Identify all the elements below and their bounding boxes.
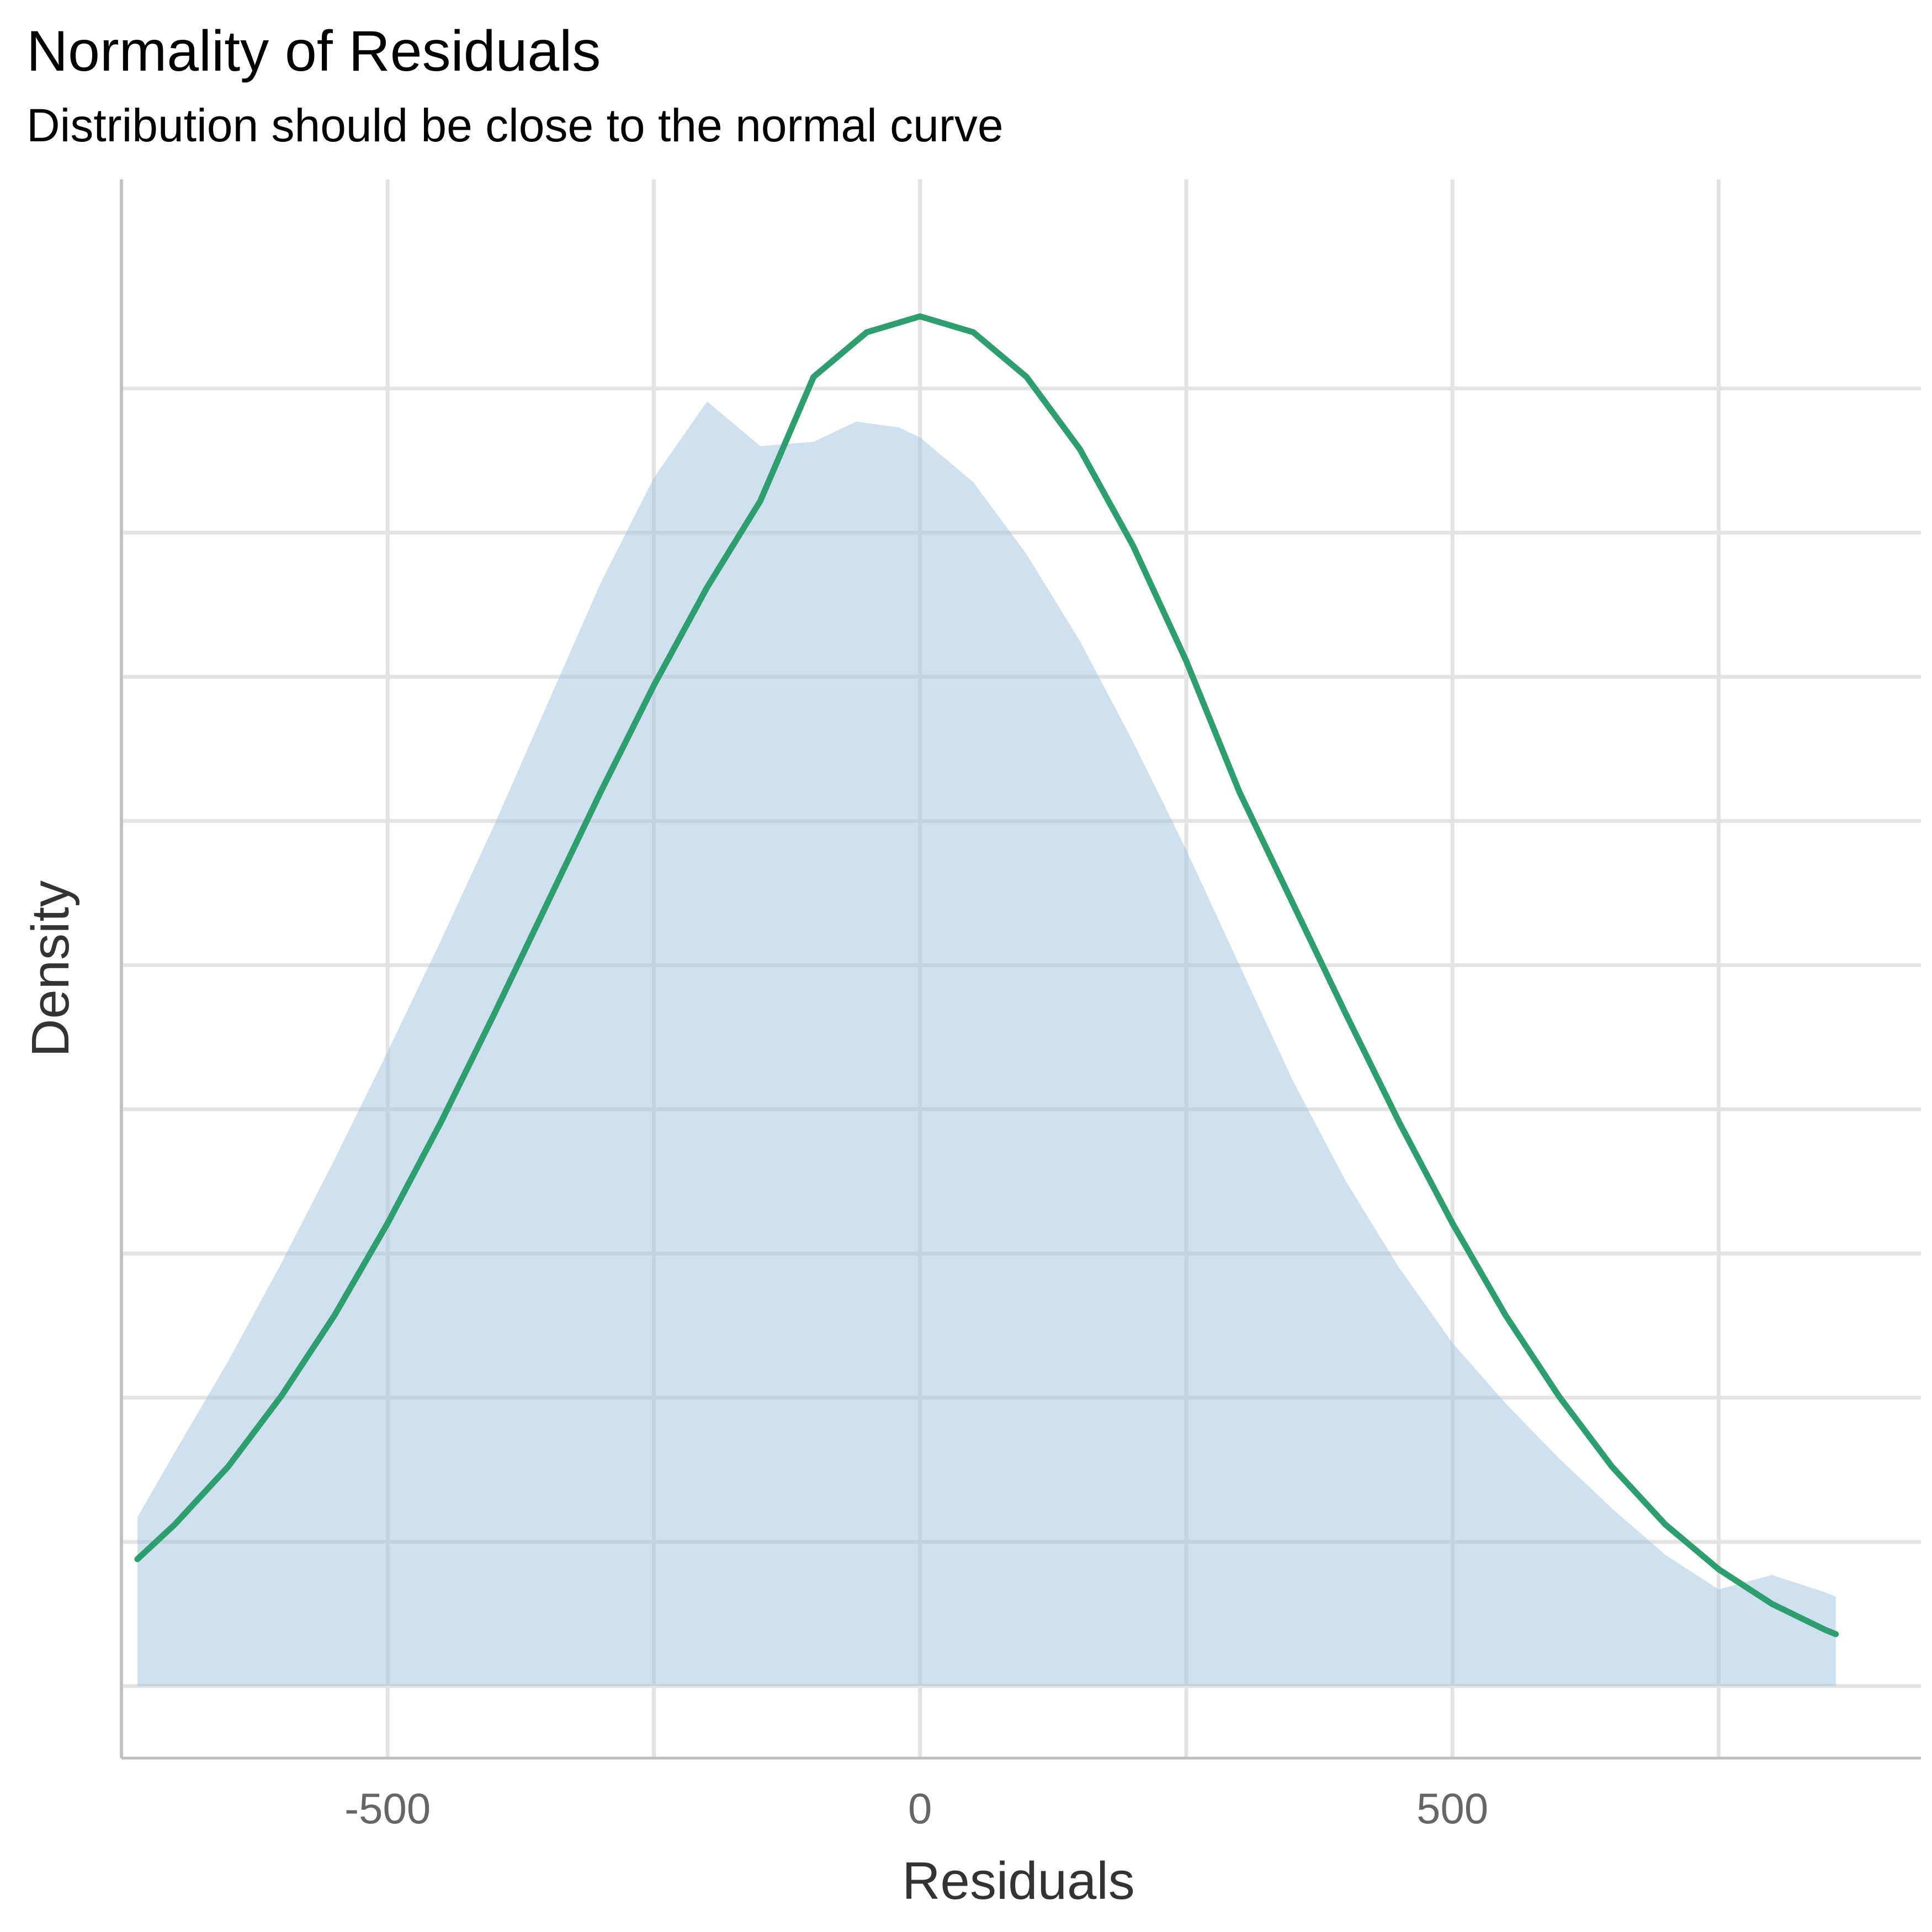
density-area: [137, 401, 1836, 1686]
chart-subtitle: Distribution should be close to the norm…: [26, 99, 1004, 151]
x-tick-label: 500: [1416, 1784, 1488, 1833]
x-tick-label: 0: [908, 1784, 932, 1833]
x-axis-label: Residuals: [902, 1851, 1135, 1910]
chart-title: Normality of Residuals: [26, 19, 601, 83]
normal-curve-line: [134, 313, 1839, 1637]
plot-series: [134, 313, 1839, 1686]
x-tick-label: -500: [344, 1784, 431, 1833]
y-axis-label: Density: [21, 880, 80, 1057]
axes: -500 0 500: [120, 179, 1921, 1833]
